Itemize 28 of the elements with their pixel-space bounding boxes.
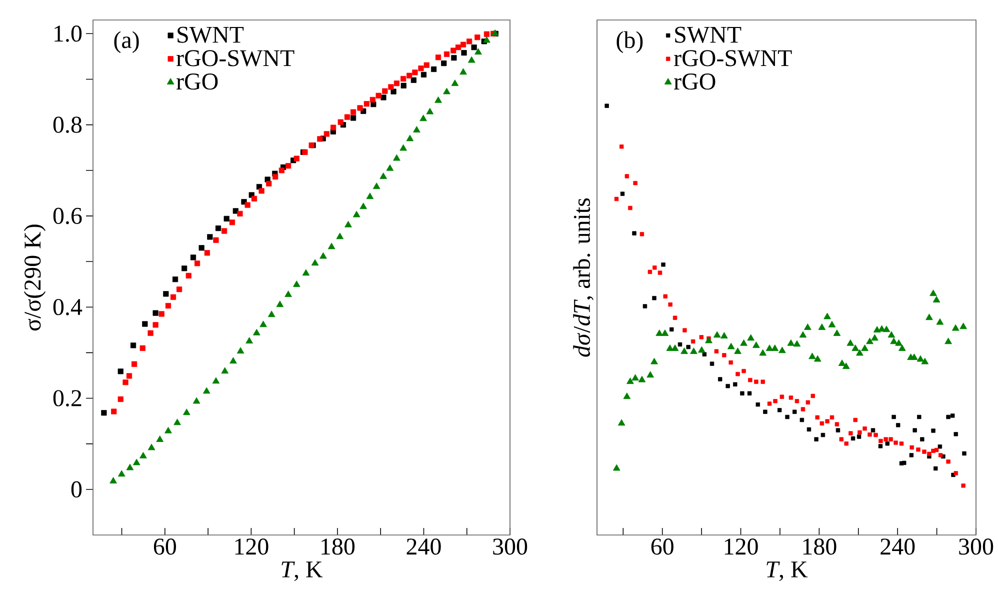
legend-label: rGO-SWNT	[176, 50, 294, 66]
x-tick-label: 300	[959, 538, 994, 555]
x-tick-label: 120	[724, 538, 758, 555]
y-tick-label: 0.6	[53, 208, 82, 224]
x-tick-label: 120	[235, 538, 268, 555]
x-axis-title: T, K	[282, 562, 323, 581]
text: (b)	[616, 31, 643, 54]
legend-label: SWNT	[178, 26, 244, 44]
y-tick-label: 1.0	[54, 26, 82, 42]
y-axis-title: dσ/dT, arb. units	[573, 198, 594, 357]
x-tick-label: 180	[803, 538, 836, 555]
legend-label: rGO-SWNT	[674, 50, 792, 66]
y-axis-title: σ/σ(290 K)	[24, 224, 46, 331]
x-tick-label: 60	[154, 538, 176, 555]
x-tick-label: 300	[493, 538, 528, 555]
y-tick-label: 0	[71, 481, 82, 498]
x-tick-label: 180	[322, 538, 355, 555]
y-tick-label: 0.2	[53, 390, 82, 406]
legend-label: rGO	[176, 74, 218, 90]
y-tick-label: 0.8	[53, 116, 82, 133]
y-tick-label: 0.4	[53, 298, 82, 316]
legend-label: rGO	[674, 74, 716, 90]
x-tick-label: 60	[651, 538, 674, 555]
x-axis-title: T, K	[766, 562, 808, 581]
legend-label: SWNT	[675, 26, 742, 44]
x-tick-label: 240	[880, 538, 915, 555]
x-tick-label: 240	[406, 538, 441, 555]
annotation: (a)	[114, 31, 139, 54]
